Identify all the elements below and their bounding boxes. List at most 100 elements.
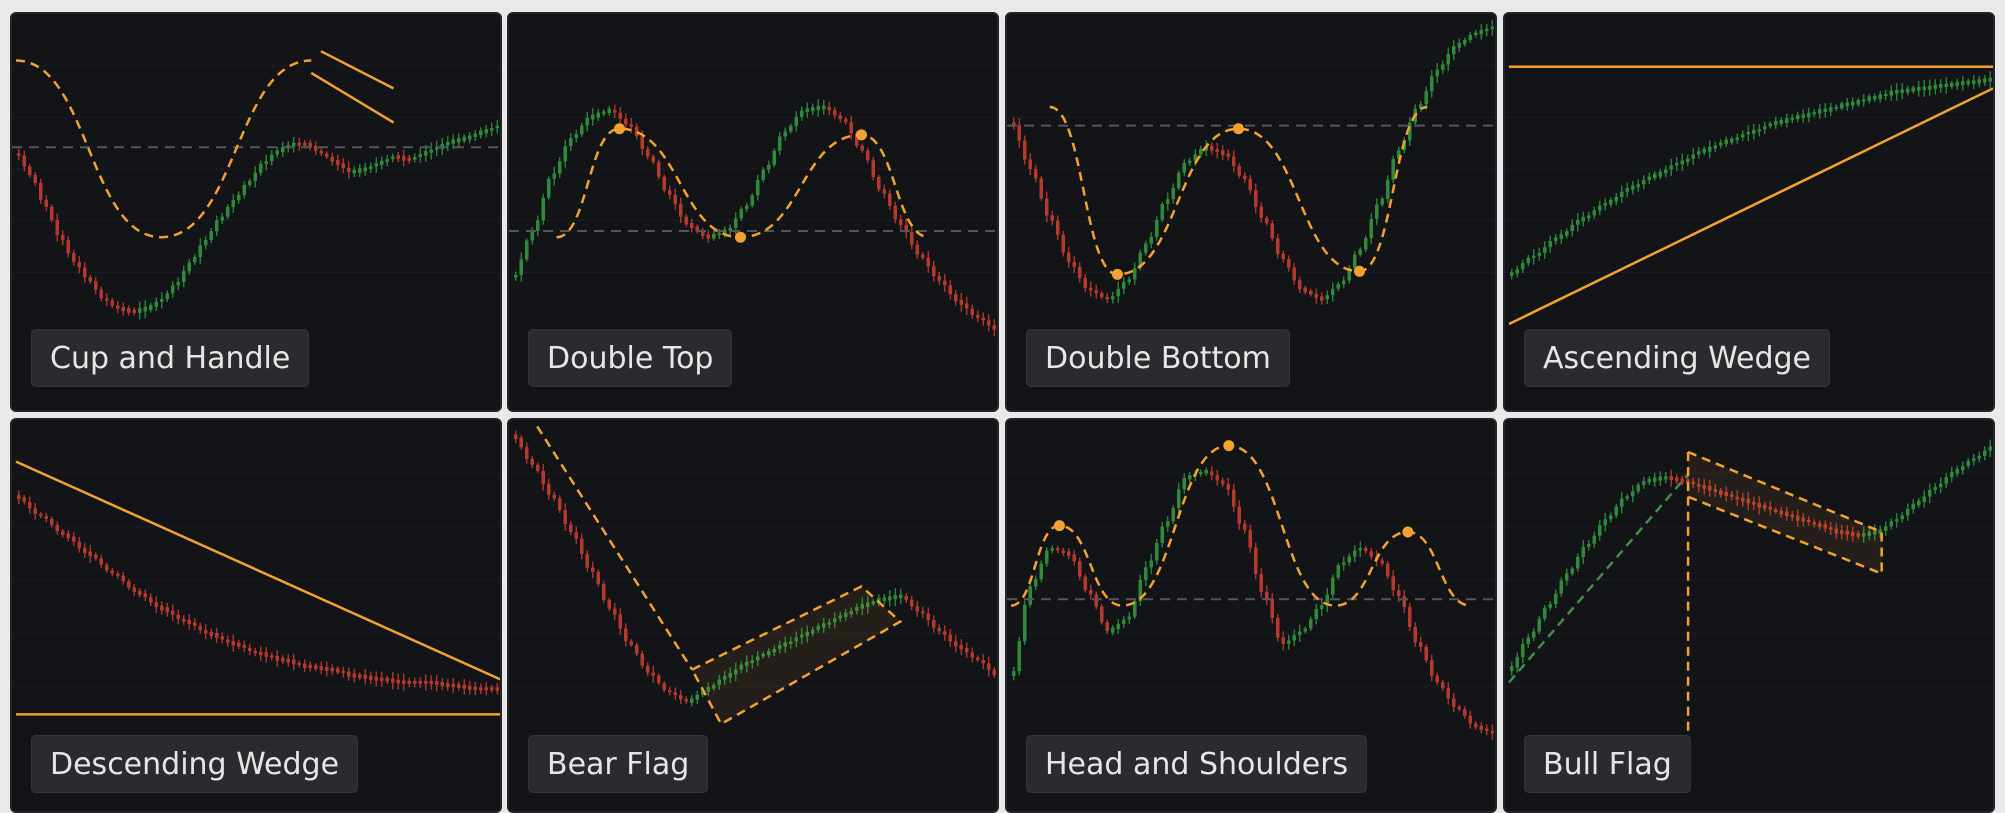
candle-body bbox=[1647, 478, 1652, 483]
pattern-card-bear-flag[interactable]: Bear Flag bbox=[507, 418, 999, 813]
candle-body bbox=[297, 662, 302, 666]
candle-body bbox=[27, 501, 32, 509]
pattern-card-double-top[interactable]: Double Top bbox=[507, 12, 999, 412]
candle-body bbox=[585, 117, 590, 126]
candle-body bbox=[1242, 523, 1247, 530]
candles bbox=[513, 430, 997, 707]
candle-body bbox=[1977, 455, 1982, 459]
candle-body bbox=[489, 128, 494, 131]
candle-body bbox=[656, 162, 661, 177]
candle-body bbox=[1187, 160, 1192, 164]
candle-body bbox=[137, 590, 142, 595]
candle-body bbox=[1286, 640, 1291, 644]
candle-body bbox=[634, 126, 639, 137]
candle-body bbox=[1270, 223, 1275, 239]
candle-body bbox=[1347, 268, 1352, 281]
candle-body bbox=[959, 299, 964, 305]
candle-body bbox=[280, 146, 285, 152]
candle-body bbox=[552, 494, 557, 499]
candle-body bbox=[1231, 489, 1236, 507]
candle-body bbox=[1988, 446, 1993, 451]
candle-body bbox=[495, 125, 500, 129]
candle-body bbox=[1303, 628, 1308, 632]
candle-body bbox=[986, 320, 991, 326]
candle-body bbox=[722, 229, 727, 235]
candle-body bbox=[1149, 236, 1154, 244]
candle-body bbox=[1526, 257, 1531, 264]
candle-body bbox=[1641, 180, 1646, 185]
candle-body bbox=[1960, 465, 1965, 471]
pattern-card-double-bottom[interactable]: Double Bottom bbox=[1005, 12, 1497, 412]
candle-body bbox=[236, 642, 241, 647]
candle-body bbox=[728, 672, 733, 678]
candle-body bbox=[1088, 590, 1093, 595]
candle-body bbox=[1457, 42, 1462, 48]
candle-body bbox=[612, 608, 617, 615]
candle-body bbox=[1352, 550, 1357, 557]
candle-body bbox=[1363, 238, 1368, 250]
candle-body bbox=[1490, 731, 1495, 734]
candle-body bbox=[827, 107, 832, 111]
candle-body bbox=[1072, 261, 1077, 267]
candle-body bbox=[1011, 122, 1016, 126]
pattern-card-ascending-wedge[interactable]: Ascending Wedge bbox=[1503, 12, 1995, 412]
pivot-marker bbox=[855, 129, 867, 141]
candle-body bbox=[854, 607, 859, 611]
candle-body bbox=[535, 464, 540, 471]
candle-body bbox=[1949, 471, 1954, 478]
candle-body bbox=[1215, 149, 1220, 152]
annotations bbox=[1007, 440, 1495, 607]
pattern-card-cup-and-handle[interactable]: Cup and Handle bbox=[10, 12, 502, 412]
candle-body bbox=[247, 647, 252, 652]
candle-body bbox=[225, 206, 230, 217]
candle-body bbox=[876, 597, 881, 603]
pattern-card-descending-wedge[interactable]: Descending Wedge bbox=[10, 418, 502, 813]
chart-svg bbox=[509, 425, 997, 726]
candle-body bbox=[810, 629, 815, 634]
candle-body bbox=[258, 163, 263, 173]
candle-body bbox=[1083, 576, 1088, 591]
candle-body bbox=[645, 665, 650, 673]
candle-body bbox=[253, 172, 258, 181]
candle-body bbox=[887, 193, 892, 206]
candle-body bbox=[38, 182, 43, 200]
candle-body bbox=[187, 619, 192, 624]
candle-body bbox=[1564, 231, 1569, 236]
candle-body bbox=[286, 658, 291, 663]
candle-body bbox=[1462, 709, 1467, 716]
candle-body bbox=[766, 651, 771, 656]
candle-body bbox=[937, 276, 942, 281]
candle-body bbox=[519, 437, 524, 448]
candle-body bbox=[176, 281, 181, 286]
candle-body bbox=[1735, 496, 1740, 500]
candle-body bbox=[1055, 220, 1060, 235]
candle-body bbox=[1044, 550, 1049, 564]
candle-body bbox=[931, 620, 936, 628]
grid-lines bbox=[12, 472, 500, 688]
candle-body bbox=[1515, 657, 1520, 668]
candle-body bbox=[258, 651, 263, 656]
candle-body bbox=[242, 645, 247, 648]
candle-body bbox=[1198, 148, 1203, 155]
candle-body bbox=[1264, 591, 1269, 599]
candle-body bbox=[280, 657, 285, 662]
candle-body bbox=[49, 519, 54, 525]
candle-body bbox=[541, 197, 546, 221]
candle-body bbox=[357, 674, 362, 678]
candle-body bbox=[33, 508, 38, 514]
candle-body bbox=[1451, 698, 1456, 707]
candle-body bbox=[1806, 519, 1811, 523]
pattern-card-head-and-shoulders[interactable]: Head and Shoulders bbox=[1005, 418, 1497, 813]
candle-body bbox=[44, 516, 49, 519]
chart-svg bbox=[509, 65, 997, 337]
candle-body bbox=[761, 653, 766, 657]
candle-body bbox=[898, 594, 903, 599]
candle-body bbox=[192, 622, 197, 626]
candle-body bbox=[1385, 563, 1390, 577]
candle-body bbox=[1418, 104, 1423, 109]
grid-lines bbox=[1505, 472, 1993, 688]
candle-body bbox=[1729, 494, 1734, 497]
pattern-card-bull-flag[interactable]: Bull Flag bbox=[1503, 418, 1995, 813]
candle-body bbox=[352, 169, 357, 174]
candle-body bbox=[843, 119, 848, 123]
